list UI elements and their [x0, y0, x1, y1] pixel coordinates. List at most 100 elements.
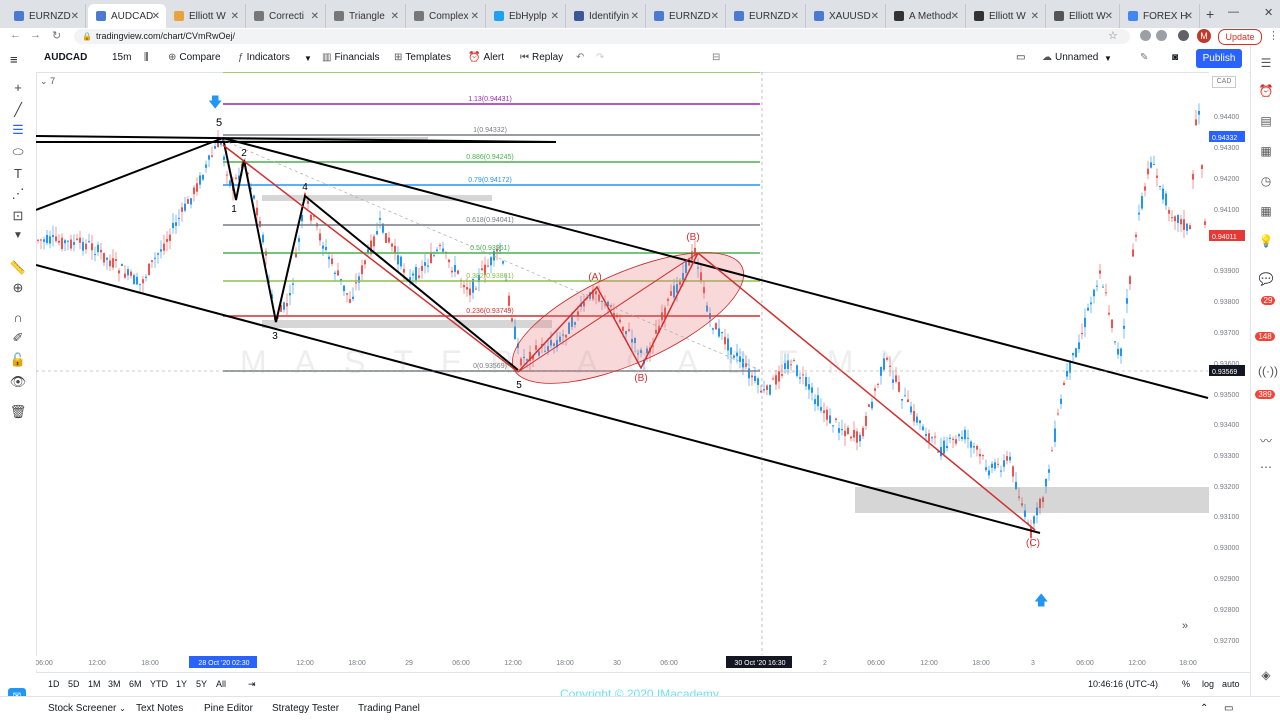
alert-button[interactable]: ⏰ Alert	[468, 52, 505, 63]
tab-strategy-tester[interactable]: Strategy Tester	[272, 703, 340, 714]
news-icon[interactable]: ▦	[1260, 144, 1272, 158]
compare-button[interactable]: ⊕ Compare	[168, 52, 221, 63]
close-tab-icon[interactable]: ✕	[310, 10, 319, 22]
browser-tab[interactable]: EURNZD ✕	[6, 4, 86, 28]
range-1m[interactable]: 1M	[88, 679, 101, 689]
close-window-icon[interactable]: ✕	[1264, 7, 1274, 19]
watchlist-icon[interactable]: ☰	[1260, 56, 1272, 70]
close-tab-icon[interactable]: ✕	[70, 10, 79, 22]
layers-icon[interactable]: ◈	[1261, 668, 1271, 682]
eye-icon[interactable]: 👁	[9, 374, 27, 389]
browser-tab[interactable]: Correcti ✕	[246, 4, 326, 28]
undo-icon[interactable]: ↶	[576, 52, 585, 63]
interval-selector[interactable]: 15m	[112, 52, 132, 63]
collapse-icon[interactable]: ⌃	[1200, 703, 1209, 714]
streams-icon[interactable]: ((·))	[1258, 364, 1278, 378]
chevron-down-icon[interactable]: ▼	[13, 230, 23, 241]
symbol-search[interactable]: AUDCAD	[44, 52, 88, 63]
close-tab-icon[interactable]: ✕	[1030, 10, 1039, 22]
text-icon[interactable]: T	[14, 166, 22, 181]
trendline-icon[interactable]: ╱	[14, 102, 22, 117]
lock-icon[interactable]: 🔓	[9, 352, 27, 367]
data-window-icon[interactable]: ▤	[1260, 114, 1272, 128]
minimize-icon[interactable]: —	[1228, 6, 1239, 18]
auto-toggle[interactable]: auto	[1222, 679, 1240, 689]
financials-button[interactable]: ▥ Financials	[322, 52, 380, 63]
browser-tab[interactable]: Elliott W ✕	[166, 4, 246, 28]
browser-tab[interactable]: Elliott W ✕	[966, 4, 1046, 28]
browser-tab[interactable]: Complex ✕	[406, 4, 486, 28]
clock-icon[interactable]: ◷	[1260, 174, 1272, 188]
avatar[interactable]: M	[1197, 29, 1211, 43]
close-tab-icon[interactable]: ✕	[870, 10, 879, 22]
chevron-down-icon[interactable]: ▼	[1104, 54, 1112, 63]
close-tab-icon[interactable]: ✕	[710, 10, 719, 22]
range-all[interactable]: All	[216, 679, 227, 689]
maximize-icon[interactable]: ▭	[1224, 703, 1234, 714]
range-3m[interactable]: 3M	[108, 679, 121, 689]
tab-trading-panel[interactable]: Trading Panel	[358, 703, 420, 714]
bookmark-star-icon[interactable]: ☆	[1108, 30, 1118, 42]
close-tab-icon[interactable]: ✕	[230, 10, 239, 22]
menu-dots-icon[interactable]: ⋮	[1268, 30, 1279, 42]
hamburger-menu-icon[interactable]: ≡	[10, 52, 18, 67]
pattern-icon[interactable]: ⋰	[11, 186, 25, 201]
stay-drawing-icon[interactable]: ✐	[12, 330, 24, 345]
lightbulb-icon[interactable]: 💡	[1258, 234, 1274, 248]
close-tab-icon[interactable]: ✕	[390, 10, 399, 22]
range-ytd[interactable]: YTD	[150, 679, 168, 689]
close-tab-icon[interactable]: ✕	[1104, 10, 1113, 22]
extensions-puzzle-icon[interactable]	[1178, 30, 1189, 41]
magnet-icon[interactable]: ∩	[13, 310, 23, 325]
browser-tab[interactable]: EbHyplp ✕	[486, 4, 566, 28]
close-tab-icon[interactable]: ✕	[550, 10, 559, 22]
signals-icon[interactable]: ⋯	[1260, 460, 1272, 474]
legend-toggle[interactable]: ⌄ 7	[40, 76, 56, 86]
browser-tab[interactable]: Elliott W ✕	[1046, 4, 1120, 28]
redo-icon[interactable]: ↷	[596, 52, 605, 63]
browser-tab[interactable]: XAUUSD ✕	[806, 4, 886, 28]
zoom-in-icon[interactable]: ⊕	[12, 280, 24, 295]
templates-button[interactable]: ⊞ Templates	[394, 52, 451, 63]
range-1y[interactable]: 1Y	[176, 679, 188, 689]
forward-icon[interactable]: →	[30, 29, 41, 41]
crosshair-icon[interactable]: +	[14, 80, 22, 95]
log-toggle[interactable]: log	[1202, 679, 1215, 689]
browser-tab[interactable]: FOREX H ✕	[1120, 4, 1200, 28]
price-chart[interactable]: 1.13(0.94431) 1(0.94332) 0.886(0.94245) 0.7…	[36, 72, 1249, 686]
range-1d[interactable]: 1D	[48, 679, 60, 689]
publish-button[interactable]: Publish	[1196, 49, 1242, 68]
browser-tab[interactable]: Identifyin ✕	[566, 4, 646, 28]
scroll-right-icon[interactable]: »	[1182, 620, 1189, 632]
tab-stock-screener[interactable]: Stock Screener ⌄	[48, 703, 126, 714]
alarm-clock-icon[interactable]: ⏰	[1258, 84, 1274, 98]
goto-date-icon[interactable]: ⇥	[248, 679, 256, 689]
browser-tab[interactable]: Triangle ✕	[326, 4, 406, 28]
browser-tab[interactable]: EURNZD ✕	[646, 4, 726, 28]
range-6m[interactable]: 6M	[129, 679, 142, 689]
close-tab-icon[interactable]: ✕	[1184, 10, 1193, 22]
fib-retracement-icon[interactable]: ☰	[12, 122, 24, 137]
tab-pine-editor[interactable]: Pine Editor	[204, 703, 253, 714]
browser-tab[interactable]: EURNZD ✕	[726, 4, 806, 28]
close-tab-icon[interactable]: ✕	[151, 10, 160, 22]
layout-icon[interactable]: ▭	[1016, 52, 1026, 63]
indicators-button[interactable]: ƒ Indicators	[238, 52, 290, 63]
browser-tab[interactable]: A Method ✕	[886, 4, 966, 28]
close-tab-icon[interactable]: ✕	[630, 10, 639, 22]
tab-text-notes[interactable]: Text Notes	[136, 703, 184, 714]
new-tab-icon[interactable]: +	[1206, 6, 1215, 22]
trash-icon[interactable]: 🗑	[9, 404, 27, 419]
extension-icon[interactable]	[1156, 30, 1167, 41]
pencil-icon[interactable]: ✎	[1140, 52, 1149, 63]
percent-toggle[interactable]: %	[1182, 679, 1191, 689]
chat-icon[interactable]: 💬	[1258, 272, 1274, 286]
chart-type-icon[interactable]: ⫼	[144, 52, 149, 63]
update-button[interactable]: Update	[1218, 29, 1262, 45]
range-5d[interactable]: 5D	[68, 679, 80, 689]
layout-name[interactable]: ☁ Unnamed	[1042, 52, 1099, 63]
clock-readout[interactable]: 10:46:16 (UTC-4)	[1088, 679, 1159, 689]
brush-icon[interactable]: ⬭	[12, 144, 24, 159]
ruler-icon[interactable]: 📏	[9, 260, 27, 275]
reload-icon[interactable]: ↻	[52, 30, 62, 42]
